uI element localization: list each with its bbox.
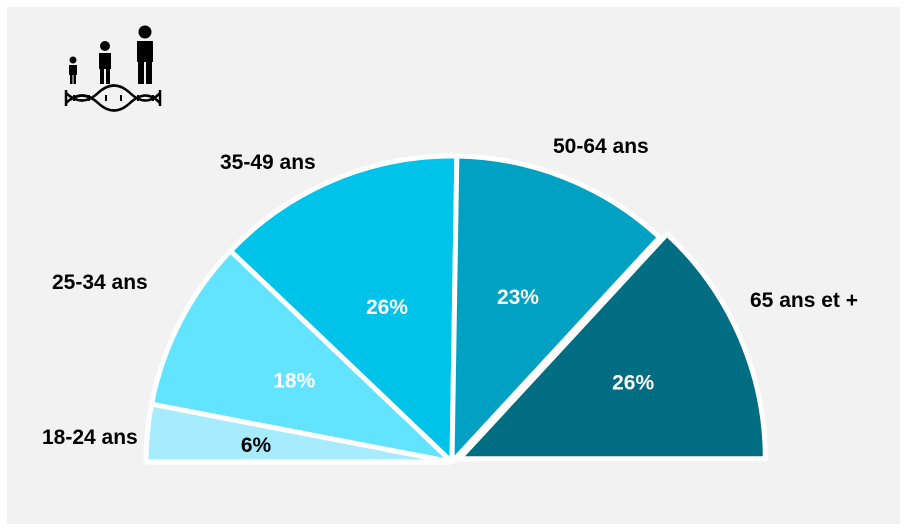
category-label-1: 18-24 ans — [42, 426, 138, 449]
category-label-4: 50-64 ans — [553, 135, 649, 158]
category-label-5: 65 ans et + — [750, 289, 858, 312]
category-label-2: 25-34 ans — [52, 271, 148, 294]
family-dna-icon — [64, 25, 162, 112]
value-label-4: 23% — [497, 286, 539, 309]
pie-slice-4 — [449, 153, 663, 465]
pie-slice-5 — [456, 231, 768, 462]
value-label-5: 26% — [612, 372, 654, 395]
value-label-1: 6% — [241, 434, 272, 457]
category-label-3: 35-49 ans — [220, 151, 316, 174]
pie-slice-2 — [149, 248, 455, 465]
value-label-3: 26% — [366, 296, 408, 319]
pie-slice-3 — [228, 153, 460, 465]
value-label-2: 18% — [273, 370, 315, 393]
